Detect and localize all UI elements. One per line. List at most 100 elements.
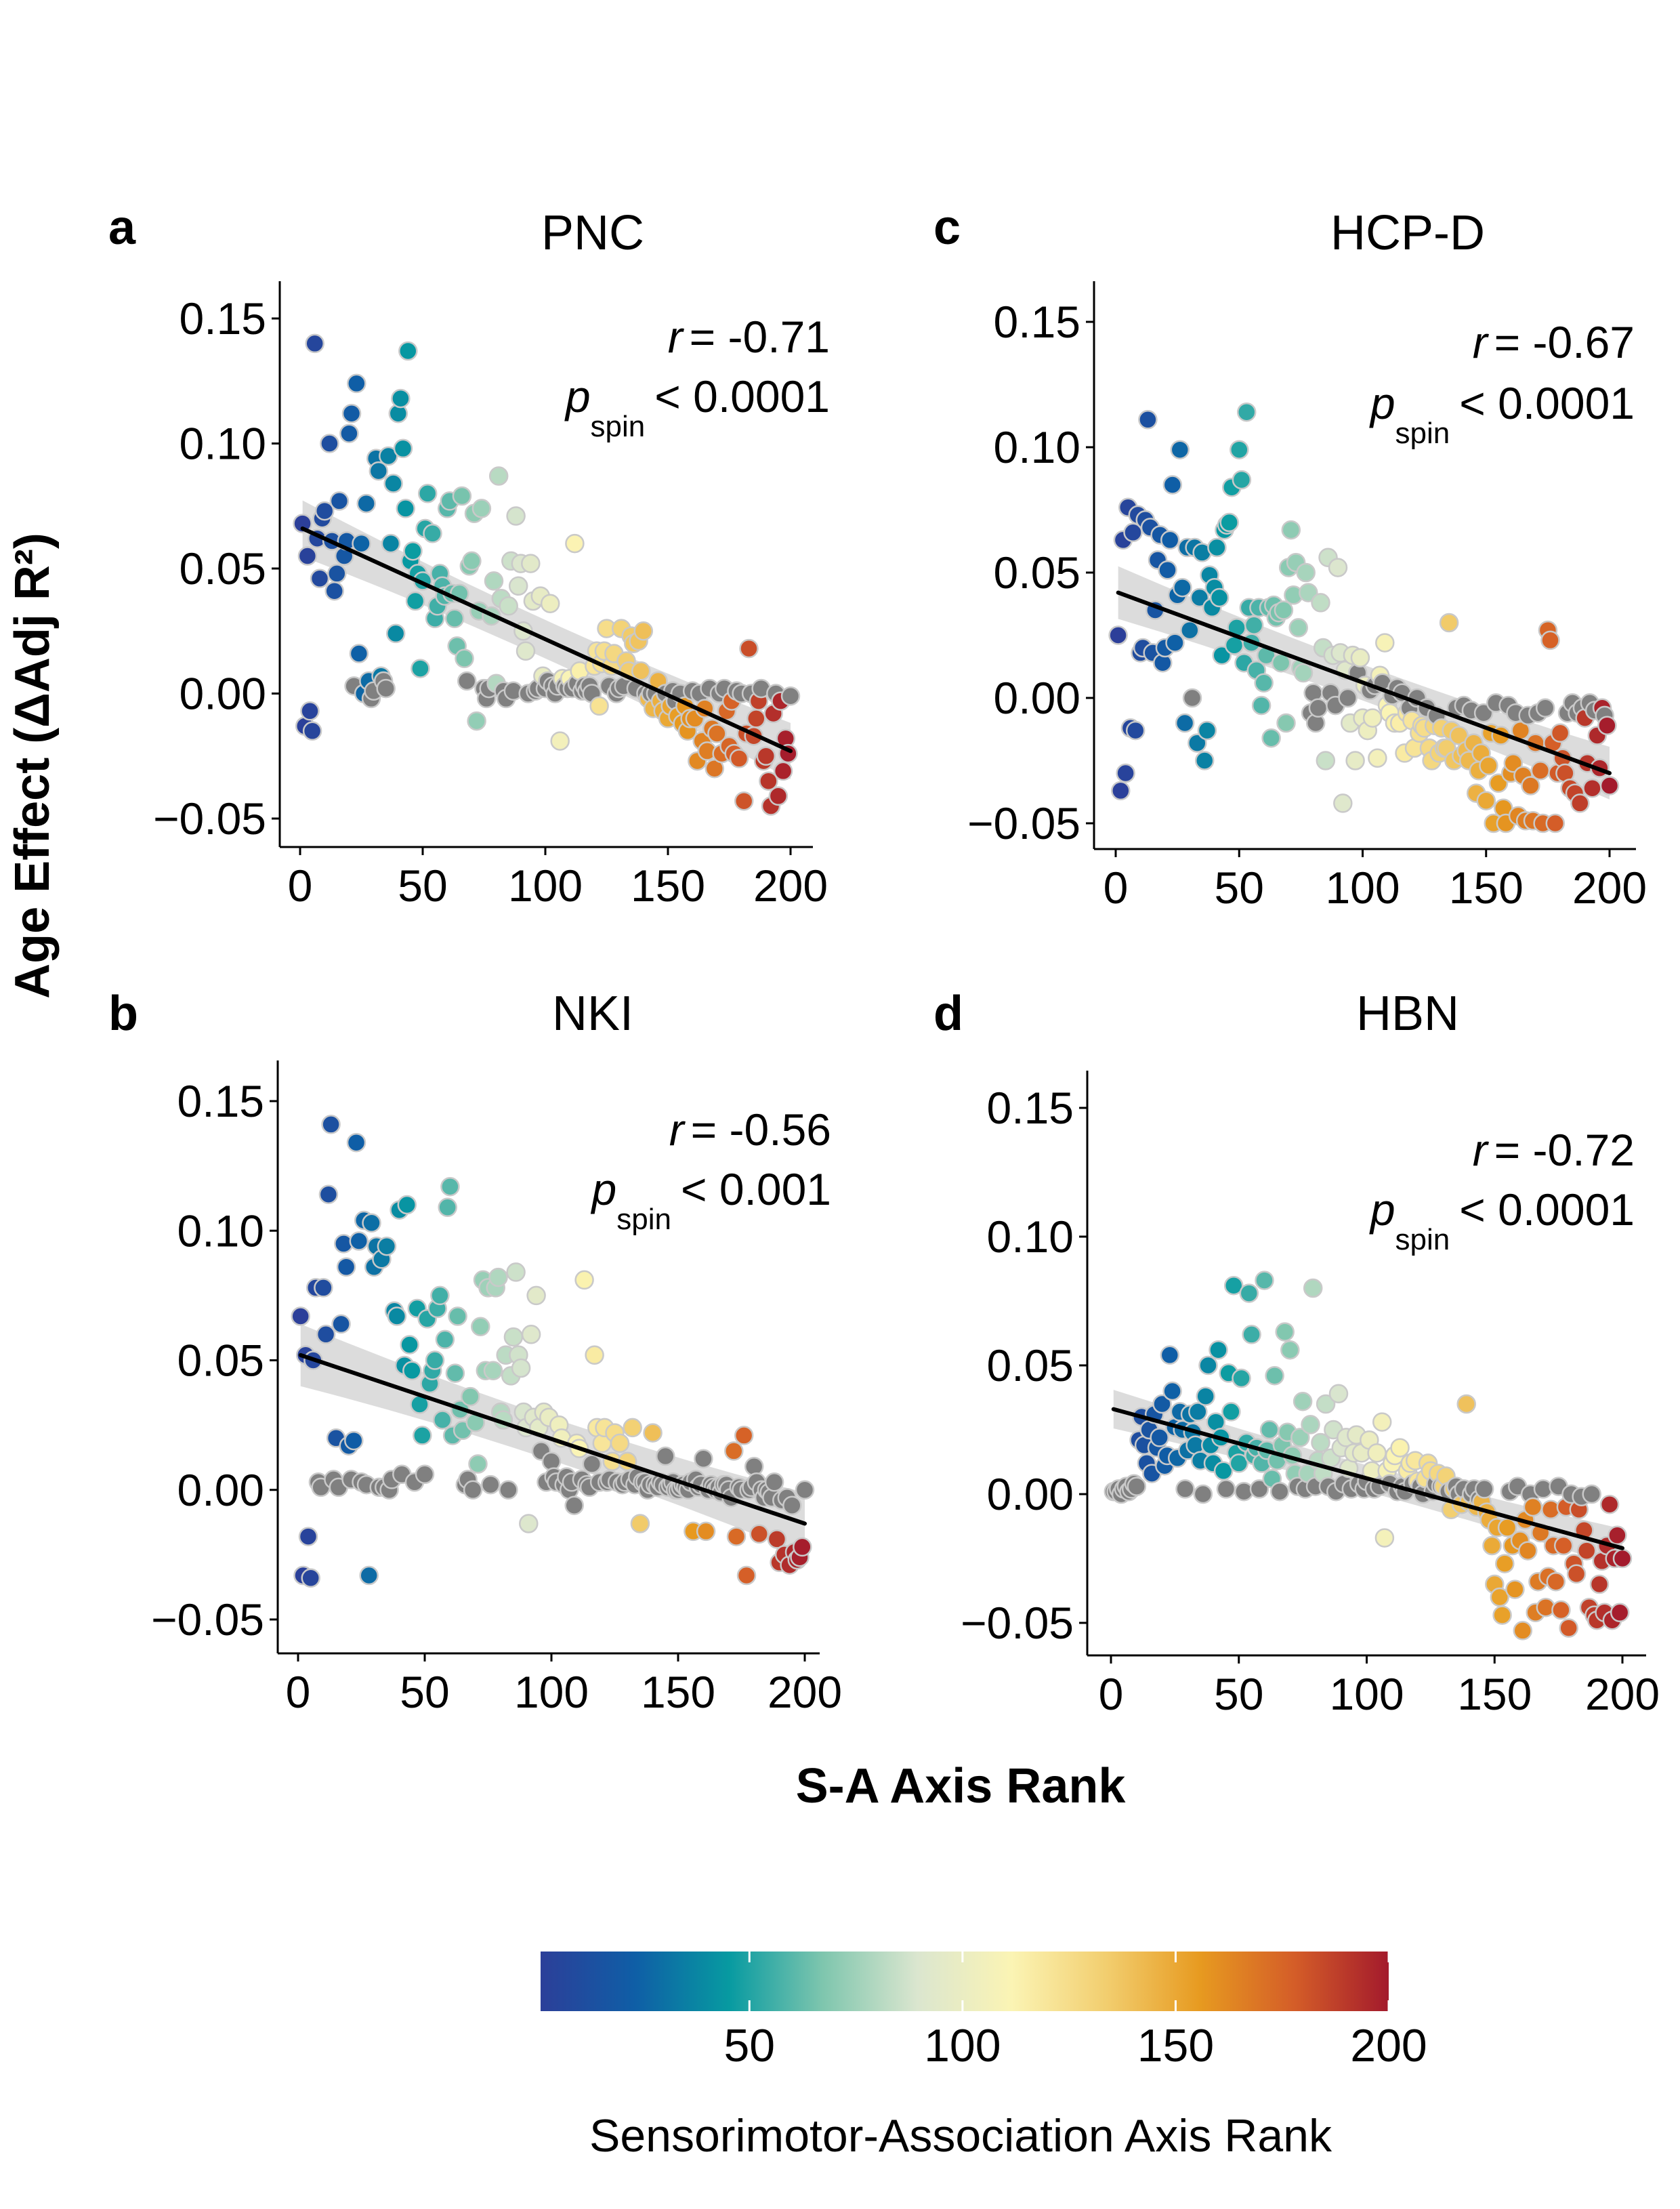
p-symbol: p [1369,1184,1395,1235]
data-point [726,1527,747,1546]
data-point [352,533,371,554]
p-statistic: pspin < 0.0001 [1369,378,1635,450]
data-point [1236,402,1257,422]
data-point [369,461,389,481]
data-point [1255,1271,1274,1290]
data-point [780,686,801,706]
data-point [623,1418,642,1438]
data-point [729,749,749,768]
data-point [795,1480,815,1500]
data-point [1545,813,1566,833]
p-subscript: spin [1395,1223,1450,1256]
data-point [344,1430,364,1451]
data-point [362,1213,381,1233]
data-point [1197,720,1217,741]
r-symbol: r [668,312,685,362]
data-point [1175,713,1195,733]
data-point [759,771,778,791]
data-point [1190,587,1210,608]
data-point [1261,728,1281,748]
data-point [1216,1479,1236,1499]
data-point [1293,1391,1313,1411]
data-point [1311,593,1330,613]
data-point [521,1325,541,1344]
data-point [793,1537,812,1557]
data-point [1456,1394,1476,1414]
data-point [455,648,474,669]
data-point [739,638,759,659]
data-point [768,786,789,806]
y-tick-label: 0.10 [180,419,266,469]
data-point [393,438,413,459]
data-point [400,1335,419,1355]
data-point [462,551,482,571]
colorbar-tick-label: 150 [1137,2020,1214,2071]
panel-title-hcpd: HCP-D [1330,206,1485,260]
data-point [310,569,330,589]
data-point [1479,756,1498,776]
data-point [1180,620,1200,640]
data-point [631,661,651,681]
data-point [1492,1605,1512,1625]
data-point [1333,793,1353,813]
data-point [1116,763,1135,783]
data-point [381,533,401,554]
data-point [1299,583,1318,602]
y-tick-label: 0.00 [180,669,266,719]
data-point [297,546,318,566]
data-point [291,1306,310,1326]
data-point [1193,1484,1213,1504]
data-point [1518,1541,1538,1561]
data-point [347,373,366,394]
data-point [413,1426,432,1445]
r-symbol: r [1473,317,1490,367]
data-point [1473,703,1494,723]
points-group [291,1115,815,1588]
panel-title-nki: NKI [552,987,633,1041]
data-point [484,571,504,591]
data-point [1546,1571,1566,1592]
data-point [1198,1355,1218,1376]
data-point [1230,440,1249,459]
x-tick-label: 200 [1572,863,1647,913]
x-tick-label: 100 [1325,863,1400,913]
data-point [293,514,312,533]
data-point [1570,793,1590,813]
data-point [1599,776,1620,796]
data-point [1328,558,1348,577]
data-point [320,434,339,453]
data-point [1123,522,1143,543]
data-point [468,1454,488,1474]
p-value: < 0.001 [681,1164,831,1214]
data-point [734,1426,754,1445]
data-point [506,506,526,526]
data-point [1608,1525,1627,1546]
data-point [550,731,570,751]
y-tick-label: 0.05 [180,543,266,594]
data-point [1276,713,1296,733]
data-point [1275,1322,1295,1342]
p-subscript: spin [616,1203,671,1236]
y-tick-label: 0.05 [987,1340,1074,1390]
data-point [541,1451,562,1471]
data-point [376,678,396,699]
data-point [1269,1481,1290,1502]
data-point [1196,1386,1215,1406]
p-symbol: p [591,1164,617,1214]
data-point [1152,1394,1172,1414]
data-point [463,1480,483,1500]
colorbar-tick-label: 50 [723,2020,775,2071]
data-point [349,1231,369,1251]
y-tick-label: 0.15 [180,293,266,344]
data-point [488,466,509,486]
data-point [1599,1494,1620,1514]
data-point [564,1495,584,1515]
data-point [403,541,423,561]
data-point [1311,1432,1330,1453]
data-point [1505,1580,1525,1599]
y-tick-label: 0.15 [994,297,1080,347]
data-point [582,1454,602,1474]
data-point [1290,1428,1310,1447]
y-tick-label: 0.05 [994,548,1080,598]
data-point [425,1350,445,1370]
